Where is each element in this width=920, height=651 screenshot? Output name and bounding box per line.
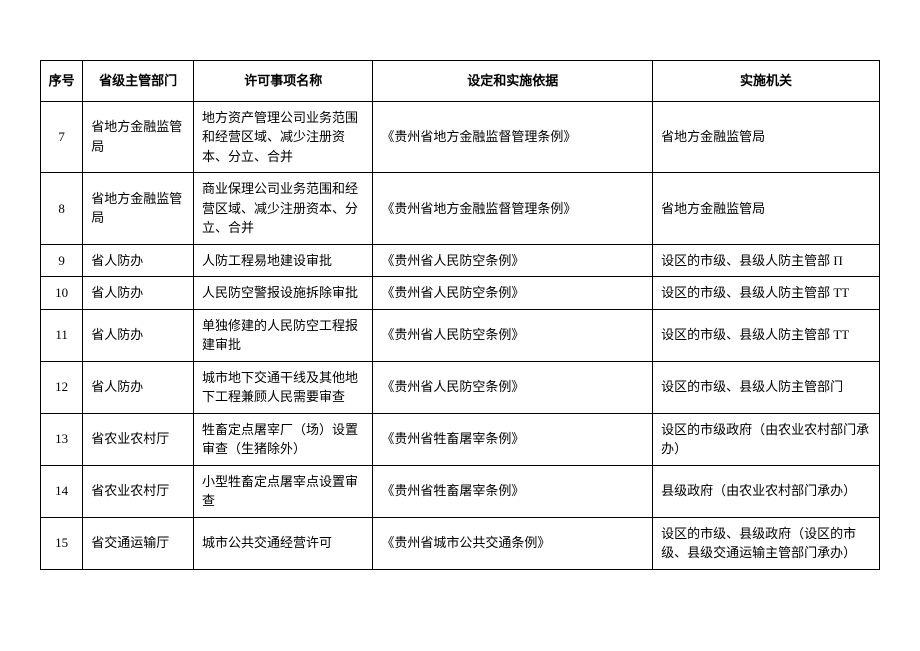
table-row: 11 省人防办 单独修建的人民防空工程报建审批 《贵州省人民防空条例》 设区的市… xyxy=(41,309,880,361)
cell-dept: 省地方金融监管局 xyxy=(83,173,194,245)
cell-org: 设区的市级、县级人防主管部 ΤΤ xyxy=(653,277,880,310)
cell-item: 商业保理公司业务范围和经营区域、减少注册资本、分立、合并 xyxy=(194,173,373,245)
header-item: 许可事项名称 xyxy=(194,61,373,102)
cell-dept: 省农业农村厅 xyxy=(83,413,194,465)
cell-basis: 《贵州省地方金融监督管理条例》 xyxy=(373,101,653,173)
cell-item: 单独修建的人民防空工程报建审批 xyxy=(194,309,373,361)
cell-seq: 7 xyxy=(41,101,83,173)
cell-org: 省地方金融监管局 xyxy=(653,173,880,245)
cell-item: 城市地下交通干线及其他地下工程兼顾人民需要审查 xyxy=(194,361,373,413)
cell-seq: 13 xyxy=(41,413,83,465)
cell-item: 人防工程易地建设审批 xyxy=(194,244,373,277)
cell-org: 设区的市级、县级人防主管部门 xyxy=(653,361,880,413)
cell-dept: 省农业农村厅 xyxy=(83,465,194,517)
cell-basis: 《贵州省牲畜屠宰条例》 xyxy=(373,465,653,517)
table-row: 13 省农业农村厅 牲畜定点屠宰厂（场）设置审查（生猪除外） 《贵州省牲畜屠宰条… xyxy=(41,413,880,465)
cell-seq: 9 xyxy=(41,244,83,277)
cell-dept: 省人防办 xyxy=(83,277,194,310)
cell-org: 县级政府（由农业农村部门承办） xyxy=(653,465,880,517)
cell-seq: 8 xyxy=(41,173,83,245)
cell-item: 牲畜定点屠宰厂（场）设置审查（生猪除外） xyxy=(194,413,373,465)
cell-item: 人民防空警报设施拆除审批 xyxy=(194,277,373,310)
cell-basis: 《贵州省牲畜屠宰条例》 xyxy=(373,413,653,465)
cell-dept: 省人防办 xyxy=(83,244,194,277)
table-row: 12 省人防办 城市地下交通干线及其他地下工程兼顾人民需要审查 《贵州省人民防空… xyxy=(41,361,880,413)
cell-basis: 《贵州省人民防空条例》 xyxy=(373,361,653,413)
cell-dept: 省交通运输厅 xyxy=(83,517,194,569)
cell-dept: 省地方金融监管局 xyxy=(83,101,194,173)
cell-item: 城市公共交通经营许可 xyxy=(194,517,373,569)
cell-seq: 11 xyxy=(41,309,83,361)
header-org: 实施机关 xyxy=(653,61,880,102)
cell-basis: 《贵州省人民防空条例》 xyxy=(373,309,653,361)
regulation-table: 序号 省级主管部门 许可事项名称 设定和实施依据 实施机关 7 省地方金融监管局… xyxy=(40,60,880,570)
cell-org: 省地方金融监管局 xyxy=(653,101,880,173)
table-body: 7 省地方金融监管局 地方资产管理公司业务范围和经营区域、减少注册资本、分立、合… xyxy=(41,101,880,569)
table-row: 14 省农业农村厅 小型牲畜定点屠宰点设置审查 《贵州省牲畜屠宰条例》 县级政府… xyxy=(41,465,880,517)
header-dept: 省级主管部门 xyxy=(83,61,194,102)
table-row: 10 省人防办 人民防空警报设施拆除审批 《贵州省人民防空条例》 设区的市级、县… xyxy=(41,277,880,310)
table-header-row: 序号 省级主管部门 许可事项名称 设定和实施依据 实施机关 xyxy=(41,61,880,102)
cell-seq: 12 xyxy=(41,361,83,413)
cell-basis: 《贵州省地方金融监督管理条例》 xyxy=(373,173,653,245)
cell-seq: 15 xyxy=(41,517,83,569)
cell-dept: 省人防办 xyxy=(83,309,194,361)
cell-basis: 《贵州省人民防空条例》 xyxy=(373,244,653,277)
cell-org: 设区的市级、县级人防主管部 Π xyxy=(653,244,880,277)
cell-basis: 《贵州省人民防空条例》 xyxy=(373,277,653,310)
cell-item: 小型牲畜定点屠宰点设置审查 xyxy=(194,465,373,517)
cell-item: 地方资产管理公司业务范围和经营区域、减少注册资本、分立、合并 xyxy=(194,101,373,173)
table-row: 8 省地方金融监管局 商业保理公司业务范围和经营区域、减少注册资本、分立、合并 … xyxy=(41,173,880,245)
cell-seq: 10 xyxy=(41,277,83,310)
header-seq: 序号 xyxy=(41,61,83,102)
cell-org: 设区的市级、县级政府（设区的市级、县级交通运输主管部门承办） xyxy=(653,517,880,569)
cell-basis: 《贵州省城市公共交通条例》 xyxy=(373,517,653,569)
table-row: 15 省交通运输厅 城市公共交通经营许可 《贵州省城市公共交通条例》 设区的市级… xyxy=(41,517,880,569)
table-row: 9 省人防办 人防工程易地建设审批 《贵州省人民防空条例》 设区的市级、县级人防… xyxy=(41,244,880,277)
cell-org: 设区的市级、县级人防主管部 ΤΤ xyxy=(653,309,880,361)
header-basis: 设定和实施依据 xyxy=(373,61,653,102)
table-row: 7 省地方金融监管局 地方资产管理公司业务范围和经营区域、减少注册资本、分立、合… xyxy=(41,101,880,173)
cell-dept: 省人防办 xyxy=(83,361,194,413)
cell-org: 设区的市级政府（由农业农村部门承办） xyxy=(653,413,880,465)
cell-seq: 14 xyxy=(41,465,83,517)
